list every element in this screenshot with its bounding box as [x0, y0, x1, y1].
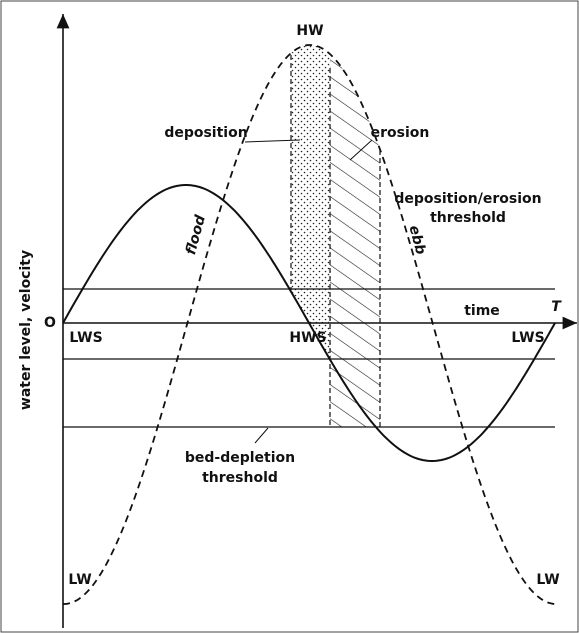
label: erosion	[371, 125, 430, 141]
deposition-region	[291, 45, 331, 362]
label: bed-depletion	[185, 450, 295, 466]
water-level-curve	[63, 44, 556, 605]
label: O	[44, 315, 56, 331]
leader	[349, 139, 373, 161]
label: deposition/erosion	[394, 191, 541, 207]
leader	[244, 139, 301, 143]
y-axis-label: water level, velocity	[18, 250, 34, 410]
label: LWS	[511, 330, 544, 346]
label: time	[464, 303, 500, 319]
erosion-region	[330, 54, 380, 427]
leader	[254, 427, 269, 444]
label: threshold	[202, 470, 278, 486]
label: LW	[68, 572, 91, 588]
label: HW	[296, 23, 323, 39]
label: T	[551, 299, 562, 315]
label: threshold	[430, 210, 506, 226]
label: HWS	[289, 330, 326, 346]
label: flood	[183, 213, 209, 257]
label: ebb	[405, 224, 428, 257]
label: deposition	[164, 125, 247, 141]
label: LWS	[69, 330, 102, 346]
label: LW	[536, 572, 559, 588]
regions	[62, 44, 556, 605]
